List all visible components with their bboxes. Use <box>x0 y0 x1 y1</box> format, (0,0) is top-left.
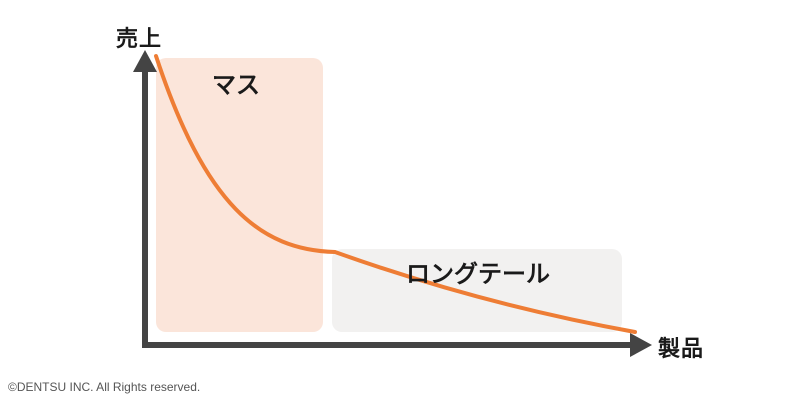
long-tail-curve <box>154 54 637 334</box>
x-axis-label: 製品 <box>658 337 705 362</box>
y-axis-label: 売上 <box>116 27 163 52</box>
x-axis-arrowhead <box>630 333 652 357</box>
long-tail-region-label: ロングテール <box>406 260 550 288</box>
long-tail-region <box>332 249 622 332</box>
copyright-notice: ©DENTSU INC. All Rights reserved. <box>8 380 201 394</box>
mass-region-label: マス <box>212 71 260 99</box>
mass-region <box>156 58 323 332</box>
y-axis-arrowhead <box>133 50 157 72</box>
